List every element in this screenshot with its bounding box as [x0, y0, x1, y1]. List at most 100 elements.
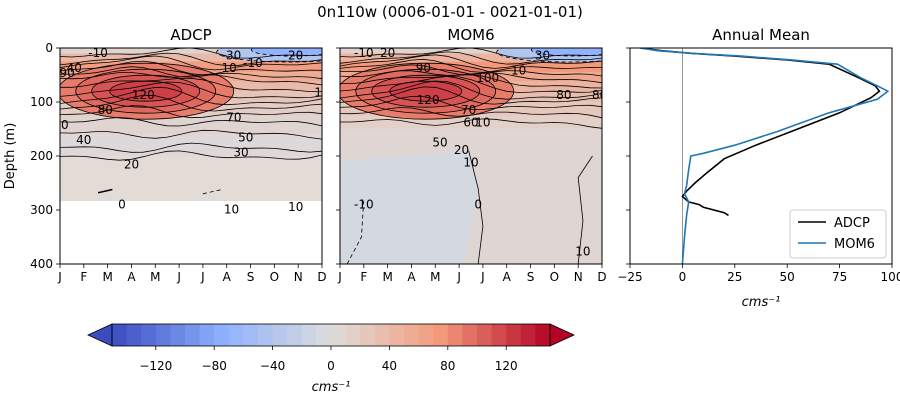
mom6-x-tick-label: M — [430, 270, 440, 284]
adcp-y-ticks: 0 100 200 300 400 — [30, 41, 60, 271]
colorbar-segment — [345, 324, 361, 346]
colorbar-tick-label: −40 — [260, 359, 285, 373]
colorbar-segment — [433, 324, 449, 346]
colorbar-segment — [214, 324, 230, 346]
colorbar-segment — [360, 324, 376, 346]
adcp-core-contour — [75, 68, 217, 114]
adcp-x-tick-label: M — [102, 270, 112, 284]
adcp-contour-label: 90 — [60, 66, 75, 80]
colorbar-segment — [418, 324, 434, 346]
colorbar-tick-label: 120 — [495, 359, 518, 373]
adcp-contour-label: 120 — [132, 88, 155, 102]
adcp-contour-label: 40 — [76, 133, 91, 147]
adcp-x-tick-label: J — [200, 270, 205, 284]
legend: ADCP MOM6 — [789, 209, 887, 259]
colorbar-segment — [477, 324, 493, 346]
mom6-x-tick-label: F — [360, 270, 367, 284]
mom6-contour-line — [340, 54, 602, 69]
annual-mean-plot — [640, 48, 890, 264]
colorbar-segment — [331, 324, 347, 346]
mom6-x-tick-label: A — [407, 270, 416, 284]
mom6-contour-label: 120 — [417, 93, 440, 107]
mom6-x-tick-label: S — [527, 270, 535, 284]
adcp-contour-label: 10 — [314, 86, 329, 100]
mom6-contour-label: 80 — [592, 88, 607, 102]
mom6-contour-line — [340, 118, 602, 129]
annual-mean-title: Annual Mean — [712, 26, 810, 44]
mom6-contour-label: 20 — [454, 143, 469, 157]
colorbar-tick-label: 40 — [382, 359, 397, 373]
mom6-contour-label: 30 — [535, 48, 550, 62]
adcp-undercurrent-core — [109, 81, 182, 102]
colorbar-segment — [506, 324, 522, 346]
colorbar-max-extension — [549, 323, 575, 347]
mom6-contour-lines — [340, 48, 602, 264]
figure-title: 0n110w (0006-01-01 - 0021-01-01) — [317, 3, 583, 21]
adcp-contour-label: 10 — [224, 202, 239, 216]
adcp-y-tick-label: 400 — [30, 257, 53, 271]
mom6-core-contour — [371, 74, 481, 108]
annual-mean-x-tick-label: 50 — [780, 270, 795, 284]
colorbar-segment — [199, 324, 215, 346]
adcp-contour-label: 80 — [98, 103, 113, 117]
mom6-x-tick-label: J — [480, 270, 485, 284]
adcp-contour-line — [60, 81, 322, 99]
adcp-contour-label: 50 — [238, 130, 253, 144]
colorbar-segment — [126, 324, 142, 346]
legend-mom6-label: MOM6 — [834, 237, 875, 252]
adcp-contour-label: -10 — [88, 46, 108, 60]
colorbar-tick-label: −120 — [139, 359, 172, 373]
adcp-contour-label: 70 — [226, 111, 241, 125]
mom6-contour-label: 100 — [476, 71, 499, 85]
colorbar-segment — [462, 324, 478, 346]
mom6-x-tick-label: A — [503, 270, 512, 284]
adcp-contour-label: 30 — [233, 145, 248, 159]
adcp-depth-band — [60, 115, 322, 135]
mom6-contour-label: -10 — [354, 46, 374, 60]
mom6-contour-label: 10 — [511, 63, 526, 77]
adcp-contour-label: -10 — [243, 56, 263, 70]
series-adcp-line — [640, 48, 881, 217]
adcp-surface-westward-core — [251, 48, 322, 56]
adcp-x-tick-label: J — [57, 270, 62, 284]
mom6-x-tick-label: J — [456, 270, 461, 284]
mom6-panel-title: MOM6 — [447, 26, 494, 44]
adcp-x-tick-label: F — [80, 270, 87, 284]
adcp-dashed-contour — [202, 189, 223, 195]
annual-mean-series — [640, 48, 890, 264]
mom6-contour-label: 70 — [461, 103, 476, 117]
adcp-y-tick-label: 200 — [30, 149, 53, 163]
mom6-core-contour — [355, 68, 497, 114]
colorbar-segment — [272, 324, 288, 346]
adcp-depth-band — [60, 53, 322, 62]
mom6-contour-label: 10 — [575, 245, 590, 259]
adcp-contour-line — [60, 86, 322, 106]
mom6-contour-label: -10 — [354, 197, 374, 211]
adcp-x-tick-label: D — [317, 270, 326, 284]
mom6-x-tick-label: J — [337, 270, 342, 284]
adcp-x-tick-label: S — [247, 270, 255, 284]
colorbar-segment — [287, 324, 303, 346]
colorbar-segment — [228, 324, 244, 346]
adcp-negative-contour — [216, 48, 322, 63]
colorbar-label: cms⁻¹ — [312, 380, 351, 395]
mom6-contour-label: 0 — [474, 197, 482, 211]
adcp-contour-label: 40 — [67, 61, 82, 75]
mom6-contour-label: 50 — [432, 135, 447, 149]
colorbar-segment — [170, 324, 186, 346]
mom6-contour-fills — [340, 48, 602, 264]
mom6-negative-contour — [531, 48, 602, 57]
mom6-core-contour — [389, 80, 463, 102]
adcp-contour-lines — [60, 48, 322, 195]
colorbar-segment — [141, 324, 157, 346]
mom6-contour-label: 20 — [380, 46, 395, 60]
annual-mean-x-ticks: −25 0 25 50 75 100 — [617, 264, 900, 284]
colorbar-segment — [447, 324, 463, 346]
colorbar-tick-label: 0 — [327, 359, 335, 373]
mom6-zero-contour — [468, 150, 484, 264]
colorbar-segment — [404, 324, 420, 346]
mom6-contour-label: 10 — [463, 155, 478, 169]
